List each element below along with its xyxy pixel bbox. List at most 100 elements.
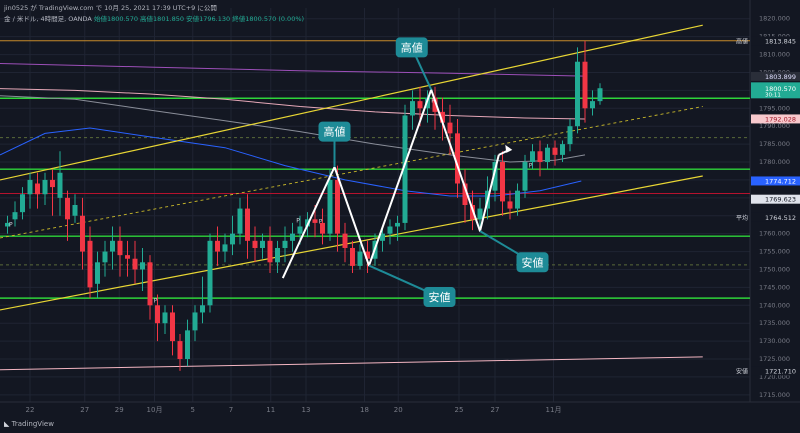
candle (87, 226, 93, 299)
x-tick-label: 11月 (546, 406, 562, 414)
ohlc-close-value: 1800.570 (0.00%) (245, 15, 305, 23)
candle-body (125, 255, 130, 259)
candle (342, 222, 348, 263)
price-badge-value: 1769.623 (765, 196, 796, 204)
candle-body (342, 233, 348, 248)
candle (545, 144, 550, 170)
candle (282, 226, 288, 263)
ma-purple-line (0, 63, 586, 77)
pivot-marker: P (9, 221, 13, 228)
candle (402, 104, 408, 231)
candle (260, 233, 265, 259)
candle-body (395, 222, 400, 227)
pivot-marker: P (529, 162, 533, 169)
candle (215, 226, 220, 266)
price-badge-bg (751, 212, 800, 222)
candle (222, 233, 228, 263)
candle-body (237, 208, 243, 234)
candle (582, 40, 588, 123)
ohlc-close-label: 終値 (232, 15, 246, 23)
y-tick-label: 1730.000 (759, 337, 790, 345)
y-tick-label: 1725.000 (759, 355, 790, 363)
candle-body (155, 305, 160, 324)
candle-body (177, 341, 183, 360)
candle (590, 90, 595, 116)
candle-body (282, 240, 288, 248)
candle-body (402, 115, 408, 223)
price-badge: 1769.623 (751, 194, 800, 204)
candle-body (200, 305, 205, 313)
candle (575, 47, 580, 134)
candle (147, 255, 153, 320)
candle (95, 251, 100, 299)
candle-body (552, 147, 558, 155)
candle (102, 240, 108, 277)
price-badge: 1774.712 (751, 176, 800, 186)
candle (410, 90, 415, 130)
candle-body (432, 97, 438, 112)
price-badge-label: 高値 (736, 37, 748, 45)
candle (177, 333, 183, 371)
candle (27, 172, 33, 209)
candle-body (50, 179, 55, 188)
price-badge: 1803.899 (751, 71, 800, 81)
callout: 安値 (479, 230, 549, 273)
y-tick-label: 1795.000 (759, 104, 790, 112)
candle (432, 86, 438, 130)
candle-body (312, 219, 318, 223)
candle (522, 154, 528, 198)
tradingview-logo[interactable]: ◣ TradingView (4, 420, 54, 428)
candle (515, 183, 520, 216)
candle-body (455, 133, 460, 184)
y-tick-label: 1785.000 (759, 140, 790, 148)
ma-pink-line (0, 88, 586, 120)
symbol-line: 金 / 米ドル, 4時間足, OANDA 始値1800.570 高値1801.8… (4, 13, 304, 23)
x-tick-label: 13 (302, 406, 311, 414)
price-badge-value: 1764.512 (765, 214, 796, 222)
candle-body (87, 240, 93, 288)
candle-body (110, 240, 115, 252)
pivot-marker: P (431, 98, 435, 105)
candle (597, 83, 603, 105)
candle (110, 226, 115, 270)
callout: 高値 (395, 37, 433, 91)
candle (567, 119, 573, 152)
candle (117, 226, 123, 277)
candle-body (117, 240, 123, 256)
candle-body (567, 126, 573, 145)
candle-body (162, 312, 168, 324)
x-tick-label: 29 (115, 406, 124, 414)
y-tick-label: 1780.000 (759, 158, 790, 166)
candle-body (537, 151, 543, 163)
candle (192, 305, 198, 342)
x-tick-label: 27 (491, 406, 500, 414)
candle (462, 169, 468, 223)
candle-body (222, 244, 228, 252)
candle-body (27, 179, 33, 195)
candle (380, 226, 385, 252)
callout-box (318, 121, 351, 142)
y-tick-label: 1820.000 (759, 15, 790, 23)
symbol-name: 金 / 米ドル, 4時間足, OANDA (4, 15, 92, 23)
candle (35, 172, 40, 209)
callout-box (423, 287, 456, 308)
candle-body (500, 162, 505, 202)
candle-body (477, 208, 483, 220)
candle (237, 197, 243, 245)
candle (492, 154, 498, 202)
candle-body (80, 215, 85, 252)
y-tick-label: 1810.000 (759, 51, 790, 59)
candle (170, 305, 175, 356)
candle (387, 219, 393, 245)
pivot-marker: P (319, 219, 323, 226)
candle (365, 240, 370, 274)
x-tick-label: 5 (191, 406, 195, 414)
candle-body (297, 226, 303, 234)
candle-body (560, 144, 565, 155)
price-badge: 1813.845 高値 (736, 36, 800, 46)
price-badge-bg (751, 366, 800, 376)
candle-body (357, 251, 363, 266)
candle-body (65, 197, 70, 220)
candle-body (147, 262, 153, 306)
